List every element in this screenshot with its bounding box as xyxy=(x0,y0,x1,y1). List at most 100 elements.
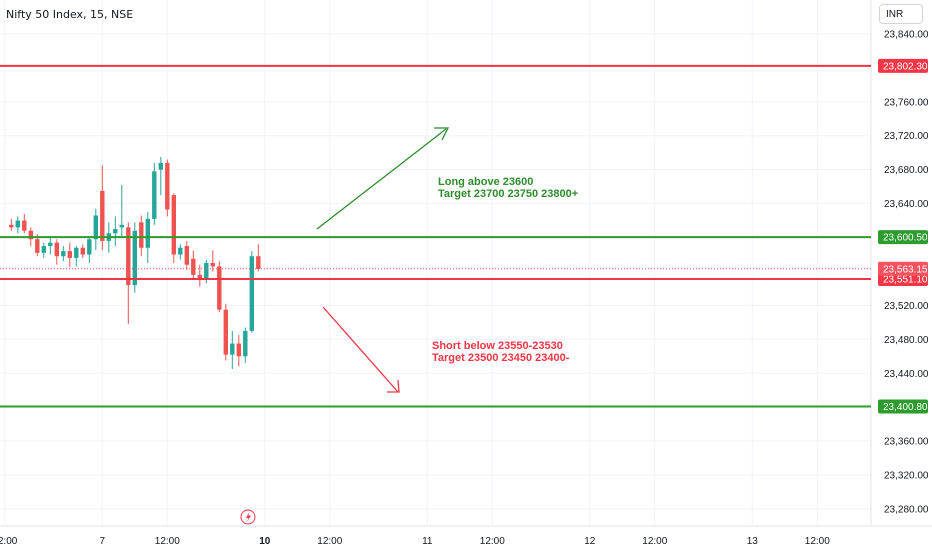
candle-up xyxy=(93,208,98,251)
price-tag-label: 23,600.50 xyxy=(883,233,928,244)
candle-up xyxy=(61,246,66,262)
price-tag-label: 23,563.15 xyxy=(883,264,928,275)
price-tick-label: 23,680.00 xyxy=(884,165,929,176)
candle-body xyxy=(165,162,170,210)
time-tick-label: 7 xyxy=(100,536,106,547)
time-tick-label: 11 xyxy=(422,536,433,547)
candle-up xyxy=(15,216,20,234)
candle-body xyxy=(204,263,209,280)
candle-body xyxy=(236,343,241,357)
candle-down xyxy=(210,250,215,272)
candle-body xyxy=(74,247,79,258)
time-tick-label: 12:00 xyxy=(805,536,830,547)
candle-down xyxy=(217,261,222,313)
candle-body xyxy=(171,195,176,255)
time-axis[interactable]: 12:00 7 12:00 10 12:00 11 12:00 12 12:00 13 12:00 xyxy=(0,536,830,547)
candle-body xyxy=(80,247,85,255)
price-tag-box xyxy=(878,230,928,245)
price-tick-label: 23,320.00 xyxy=(884,471,929,482)
currency-button[interactable]: INR xyxy=(879,4,923,24)
candle-body xyxy=(249,256,254,331)
candle-body xyxy=(35,239,40,253)
candle-down xyxy=(80,244,85,258)
candle-body xyxy=(132,230,137,286)
price-tick-label: 23,360.00 xyxy=(884,437,929,448)
candle-body xyxy=(67,251,72,258)
price-tag-label: 23,802.30 xyxy=(883,61,928,72)
candle-body xyxy=(93,215,98,240)
horizontal-levels[interactable] xyxy=(0,64,871,408)
candle-up xyxy=(113,216,118,247)
candle-down xyxy=(191,250,196,279)
candle-body xyxy=(119,224,124,228)
long-arrow-head xyxy=(434,127,450,141)
price-tag-label: 23,400.80 xyxy=(883,402,928,413)
time-tick-label: 10 xyxy=(259,536,271,547)
time-tick-label: 12:00 xyxy=(642,536,667,547)
price-tag: 23,563.15 xyxy=(878,261,928,276)
candle-body xyxy=(230,343,235,355)
long-arrow[interactable] xyxy=(316,128,447,230)
candle-body xyxy=(41,246,46,253)
candle-body xyxy=(223,309,228,355)
candle-body xyxy=(217,266,222,310)
candle-down xyxy=(184,240,189,270)
price-tag: 23,400.80 xyxy=(878,399,928,414)
price-tag: 23,600.50 xyxy=(878,230,928,245)
candle-down xyxy=(165,159,170,217)
price-tick-label: 23,520.00 xyxy=(884,301,929,312)
candle-up xyxy=(48,237,53,255)
grid xyxy=(0,0,871,526)
long-annotation[interactable]: Long above 23600 Target 23700 23750 2380… xyxy=(316,127,578,230)
short-annotation[interactable]: Short below 23550-23530 Target 23500 234… xyxy=(322,306,570,393)
candle-down xyxy=(139,215,144,257)
price-axis[interactable]: 23,840.00 23,760.00 23,720.00 23,680.00 23,6… xyxy=(884,29,929,515)
price-tick-label: 23,720.00 xyxy=(884,131,929,142)
time-tick-label: 12:00 xyxy=(480,536,505,547)
candle-body xyxy=(9,224,14,228)
price-tag-box xyxy=(878,58,928,73)
candle-up xyxy=(249,251,254,333)
candle-down xyxy=(236,335,241,367)
candle-up xyxy=(243,327,248,364)
candle-up xyxy=(74,246,79,267)
time-tick-label: 12:00 xyxy=(0,536,18,547)
price-tick-label: 23,440.00 xyxy=(884,369,929,380)
candle-down xyxy=(126,222,131,325)
long-annotation-line1: Long above 23600 xyxy=(438,176,533,188)
candle-down xyxy=(223,303,228,361)
candle-body xyxy=(61,251,66,257)
candlestick-series xyxy=(9,156,261,370)
candle-up xyxy=(41,242,46,258)
candle-body xyxy=(15,220,20,228)
candle-body xyxy=(113,229,118,234)
lightning-icon[interactable] xyxy=(240,509,256,525)
candle-down xyxy=(9,218,14,231)
candle-body xyxy=(243,330,248,357)
candle-up xyxy=(119,184,124,238)
candle-down xyxy=(256,244,261,272)
price-tick-label: 23,480.00 xyxy=(884,335,929,346)
short-arrow[interactable] xyxy=(322,306,399,393)
price-tags: 23,802.30 23,600.50 23,551.10 23,400.80 23,5… xyxy=(878,58,928,414)
short-annotation-line1: Short below 23550-23530 xyxy=(432,340,563,352)
candle-body xyxy=(100,190,105,241)
candle-up xyxy=(178,244,183,260)
candle-body xyxy=(87,239,92,255)
candle-body xyxy=(152,171,157,219)
candle-body xyxy=(178,247,183,255)
candle-body xyxy=(48,242,53,247)
time-tick-label: 12:00 xyxy=(155,536,180,547)
candle-body xyxy=(184,246,189,265)
candle-body xyxy=(139,222,144,248)
price-tick-label: 23,840.00 xyxy=(884,29,929,40)
price-tag-box xyxy=(878,261,928,276)
price-tick-label: 23,640.00 xyxy=(884,199,929,210)
candle-body xyxy=(210,263,215,267)
candle-down xyxy=(54,239,59,265)
chart-title: Nifty 50 Index, 15, NSE xyxy=(6,8,134,21)
candle-down xyxy=(67,242,72,268)
time-tick-label: 13 xyxy=(747,536,759,547)
candle-body xyxy=(145,218,150,248)
